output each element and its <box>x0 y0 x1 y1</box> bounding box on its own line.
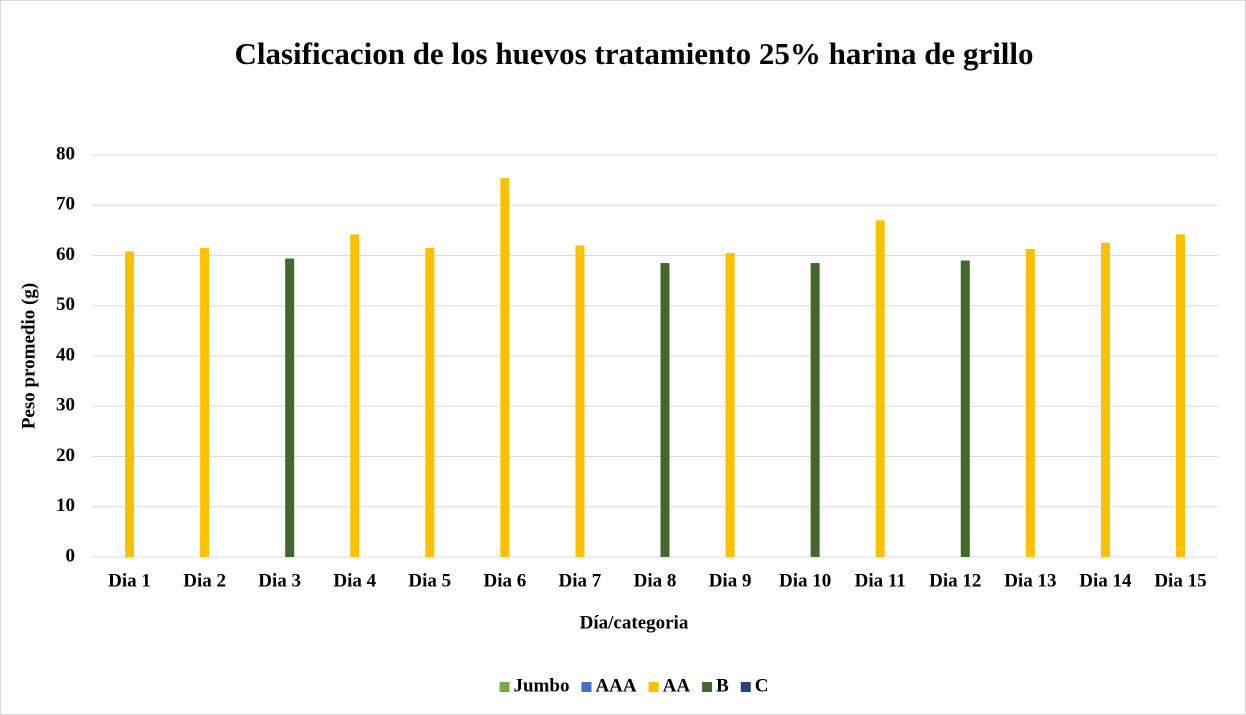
x-axis-title: Día/categoria <box>580 612 689 633</box>
bar <box>125 251 135 558</box>
legend-label: B <box>716 675 729 696</box>
legend-swatch <box>648 682 659 692</box>
x-tick-label: Dia 12 <box>929 570 981 591</box>
bar <box>660 263 670 557</box>
bar <box>810 263 820 557</box>
legend-label: C <box>755 675 769 696</box>
x-tick-label: Dia 6 <box>483 570 526 591</box>
bar <box>285 258 295 557</box>
x-tick-label: Dia 7 <box>559 570 602 591</box>
legend-swatch <box>581 682 592 692</box>
y-tick-label: 20 <box>56 445 75 466</box>
y-tick-label: 60 <box>56 244 75 265</box>
y-tick-label: 50 <box>56 294 75 315</box>
x-tick-label: Dia 11 <box>855 570 906 591</box>
bar <box>500 178 510 558</box>
legend-swatch <box>499 682 510 692</box>
bar <box>425 247 435 557</box>
x-tick-label: Dia 14 <box>1079 570 1132 591</box>
legend-label: Jumbo <box>513 675 569 696</box>
bar <box>960 260 970 557</box>
bar <box>200 247 210 557</box>
bar <box>875 220 885 557</box>
x-tick-label: Dia 2 <box>183 570 226 591</box>
y-tick-label: 30 <box>56 395 75 416</box>
y-tick-label: 10 <box>56 495 75 516</box>
legend-swatch <box>702 682 713 692</box>
x-tick-label: Dia 3 <box>258 570 301 591</box>
bar <box>1025 248 1035 557</box>
y-axis-title: Peso promedio (g) <box>18 283 39 429</box>
bar <box>1100 242 1110 557</box>
bar <box>725 252 735 558</box>
x-tick-label: Dia 8 <box>634 570 677 591</box>
y-tick-label: 70 <box>56 194 75 215</box>
legend-swatch <box>740 682 751 692</box>
chart-title: Clasificacion de los huevos tratamiento … <box>234 36 1033 71</box>
x-tick-label: Dia 9 <box>709 570 752 591</box>
legend-label: AAA <box>595 675 636 696</box>
x-tick-label: Dia 10 <box>779 570 831 591</box>
bar <box>575 245 585 557</box>
bar <box>1175 234 1185 557</box>
y-tick-label: 80 <box>56 143 75 164</box>
x-tick-label: Dia 15 <box>1154 570 1206 591</box>
x-tick-label: Dia 13 <box>1004 570 1056 591</box>
x-tick-label: Dia 4 <box>333 570 376 591</box>
x-tick-label: Dia 5 <box>408 570 451 591</box>
bar <box>350 234 360 557</box>
y-tick-label: 40 <box>56 344 75 365</box>
y-tick-label: 0 <box>66 545 76 566</box>
x-tick-label: Dia 1 <box>108 570 151 591</box>
legend-label: AA <box>663 675 691 696</box>
